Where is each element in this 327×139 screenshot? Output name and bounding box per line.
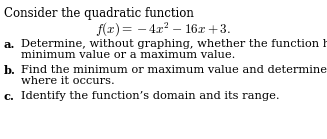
Text: a.: a. [4, 39, 15, 50]
Text: Find the minimum or maximum value and determine: Find the minimum or maximum value and de… [21, 65, 327, 75]
Text: Identify the function’s domain and its range.: Identify the function’s domain and its r… [21, 91, 280, 101]
Text: Consider the quadratic function: Consider the quadratic function [4, 7, 194, 20]
Text: b.: b. [4, 65, 16, 76]
Text: minimum value or a maximum value.: minimum value or a maximum value. [21, 50, 235, 60]
Text: where it occurs.: where it occurs. [21, 76, 115, 86]
Text: c.: c. [4, 91, 15, 102]
Text: $f(x) = -4x^2 - 16x + 3.$: $f(x) = -4x^2 - 16x + 3.$ [95, 21, 231, 39]
Text: Determine, without graphing, whether the function has a: Determine, without graphing, whether the… [21, 39, 327, 49]
